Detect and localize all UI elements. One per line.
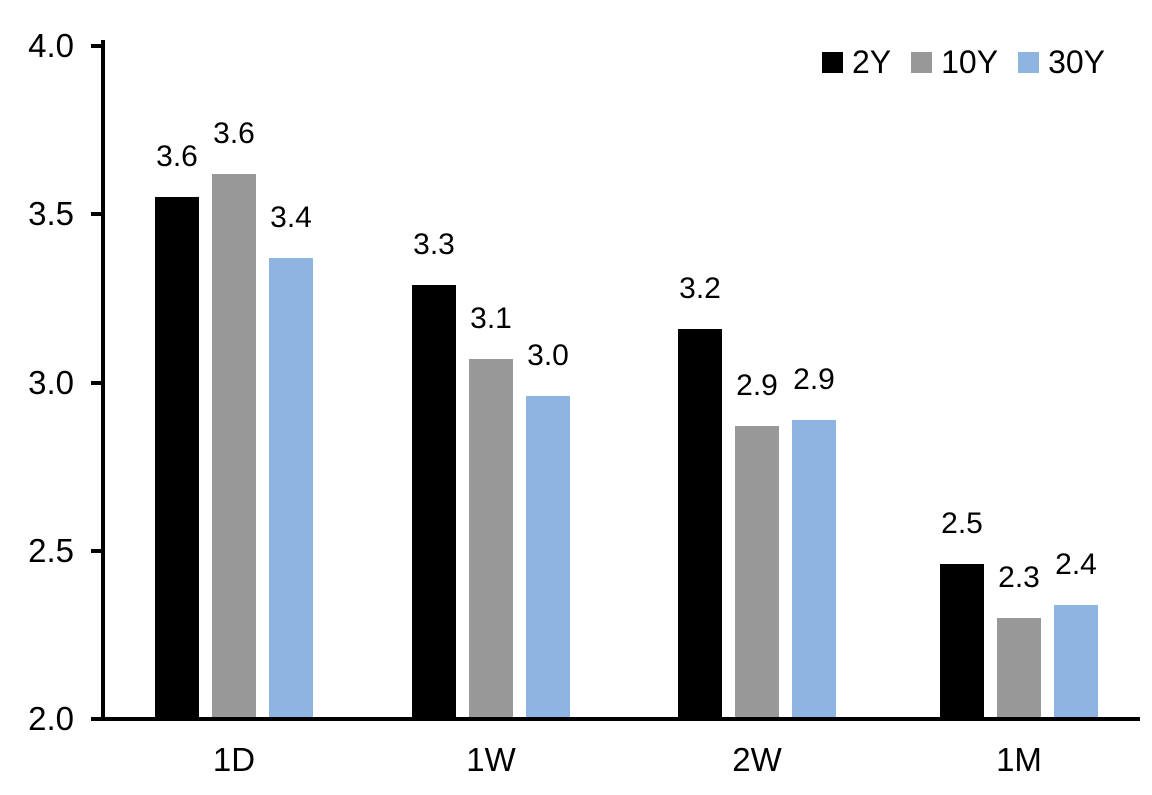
bar-30y-1w [526,395,570,717]
legend-swatch-10y-icon [911,51,933,73]
y-tick-label: 2.0 [28,700,74,737]
legend-item-10y: 10Y [911,46,998,78]
bar-value-label: 3.2 [679,271,721,305]
bar-10y-2w [735,426,779,717]
y-tick-label: 3.0 [28,363,74,401]
legend-label-10y: 10Y [941,44,999,80]
x-category-label-1d: 1D [212,741,256,778]
bar-value-label: 2.9 [793,362,835,396]
bar-value-label: 3.3 [413,227,455,261]
legend-swatch-30y-icon [1018,51,1040,73]
y-tick-label: 2.5 [28,531,74,569]
bar-value-label: 2.9 [736,369,778,403]
y-tick-mark [91,380,101,385]
legend-item-30y: 30Y [1018,46,1105,78]
y-tick-mark [91,212,101,217]
bar-value-label: 3.6 [213,116,255,150]
legend-label-2y: 2Y [851,44,892,80]
bar-2y-1w [412,284,456,717]
y-tick-label: 4.0 [28,27,74,64]
x-category-label-2w: 2W [732,741,782,778]
legend-label-30y: 30Y [1048,44,1105,80]
bar-10y-1w [469,358,513,717]
y-tick-label: 3.5 [28,195,74,233]
x-axis-line [101,717,1140,721]
y-tick-mark [91,44,101,48]
y-tick-mark [91,717,101,721]
bar-value-label: 3.1 [470,301,512,335]
bar-2y-1d [155,197,199,717]
bar-value-label: 3.0 [527,338,569,372]
x-category-label-1w: 1W [466,741,516,778]
bar-2y-1m [940,564,984,717]
bar-value-label: 2.5 [941,507,983,541]
bar-30y-1d [269,257,313,717]
y-tick-mark [91,548,101,553]
bar-30y-2w [792,419,836,717]
bar-10y-1m [997,618,1041,717]
bar-30y-1m [1054,604,1098,717]
bar-10y-1d [212,173,256,717]
bar-value-label: 3.6 [156,140,198,174]
bar-2y-2w [678,328,722,717]
bar-value-label: 2.3 [998,561,1040,595]
bar-value-label: 3.4 [270,201,312,234]
legend-item-2y: 2Y [821,44,892,80]
y-axis-line [101,40,105,721]
x-category-label-1m: 1M [996,741,1042,778]
legend: 2Y 10Y 30Y [821,44,1105,80]
legend-swatch-2y-icon [821,51,843,73]
bar-value-label: 2.4 [1055,547,1097,581]
